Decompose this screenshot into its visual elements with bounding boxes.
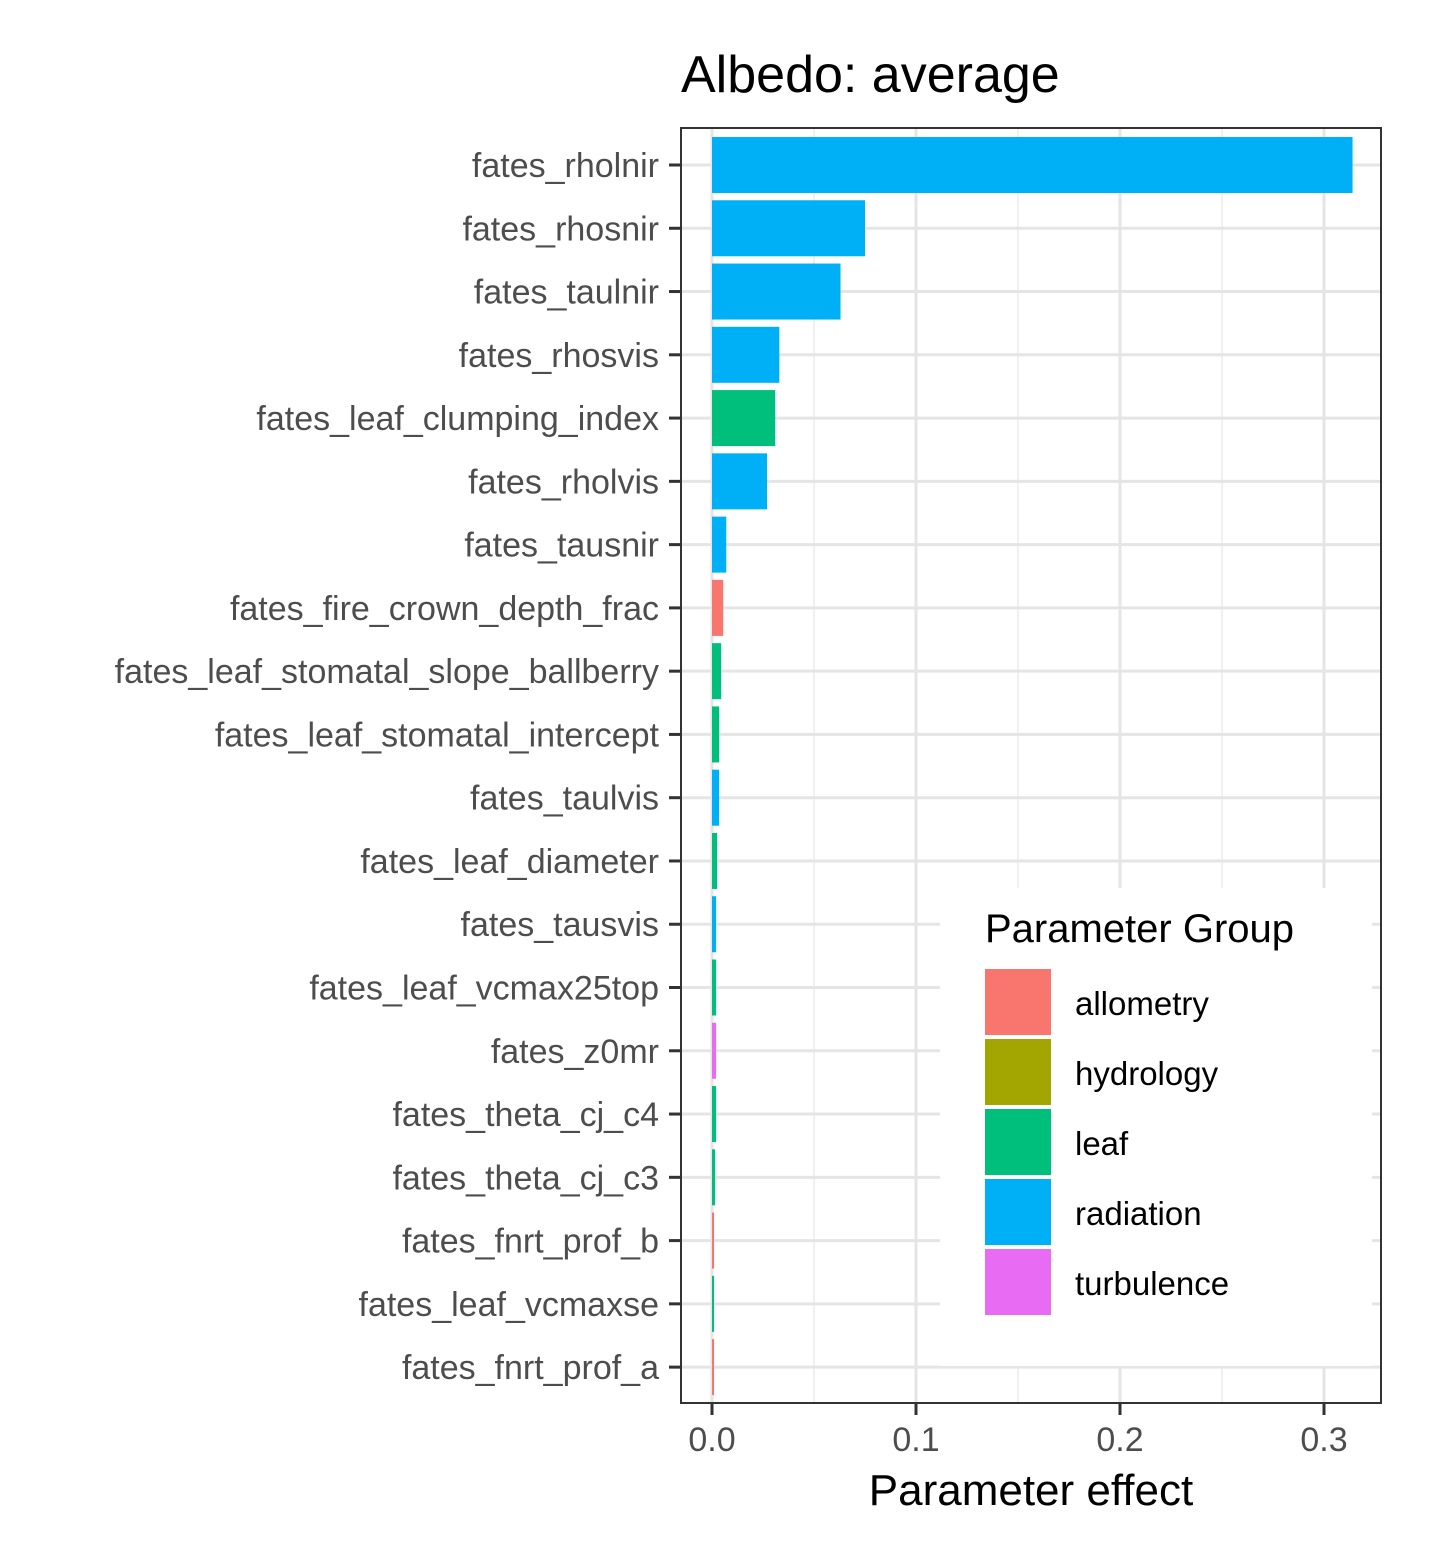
chart-title: Albedo: average <box>681 46 1060 104</box>
bar-fates_theta_cj_c3 <box>712 1149 716 1206</box>
y-tick-label: fates_tausnir <box>464 527 659 565</box>
x-tick-label: 0.1 <box>892 1421 939 1459</box>
y-tick-label: fates_fnrt_prof_b <box>402 1223 659 1261</box>
bar-fates_rholnir <box>712 137 1353 193</box>
y-tick-label: fates_rholnir <box>472 147 659 185</box>
legend-label-allometry: allometry <box>1075 985 1209 1022</box>
legend-swatch-hydrology <box>985 1039 1051 1105</box>
x-tick-label: 0.0 <box>688 1421 735 1459</box>
y-tick-label: fates_z0mr <box>491 1033 659 1071</box>
y-tick-label: fates_leaf_diameter <box>360 843 659 881</box>
bar-fates_rhosnir <box>712 200 865 257</box>
legend-swatch-radiation <box>985 1179 1051 1245</box>
bar-fates_fnrt_prof_b <box>712 1212 715 1269</box>
bar-fates_taulnir <box>712 263 841 320</box>
y-tick-label: fates_leaf_vcmax25top <box>309 970 659 1008</box>
y-tick-label: fates_theta_cj_c3 <box>392 1159 659 1197</box>
y-tick-label: fates_leaf_clumping_index <box>256 400 659 438</box>
plot-panel-border <box>680 127 1382 1404</box>
y-tick-label: fates_tausvis <box>461 906 659 944</box>
y-axis: fates_rholnir fates_rhosnir fates_taulnirf… <box>115 147 681 1387</box>
x-tick-label: 0.2 <box>1096 1421 1143 1459</box>
bars <box>712 137 1353 1396</box>
y-tick-label: fates_leaf_stomatal_intercept <box>215 716 660 754</box>
y-tick-label: fates_leaf_vcmaxse <box>359 1286 660 1324</box>
y-tick-label: fates_fire_crown_depth_frac <box>230 590 659 628</box>
legend-swatch-allometry <box>985 969 1051 1035</box>
bar-fates_tausvis <box>712 896 717 953</box>
bar-fates_fnrt_prof_a <box>712 1339 715 1396</box>
y-tick-label: fates_taulnir <box>474 274 659 312</box>
x-axis-title: Parameter effect <box>869 1466 1193 1515</box>
bar-fates_leaf_stomatal_slope_ballberry <box>712 643 722 700</box>
bar-fates_fire_crown_depth_frac <box>712 579 724 636</box>
legend-title: Parameter Group <box>985 907 1294 951</box>
bar-fates_leaf_diameter <box>712 832 718 889</box>
legend-label-leaf: leaf <box>1075 1125 1129 1162</box>
x-axis: 0.0 0.1 0.2 0.3 <box>688 1403 1348 1459</box>
legend-label-turbulence: turbulence <box>1075 1265 1229 1302</box>
y-tick-label: fates_leaf_stomatal_slope_ballberry <box>115 653 659 691</box>
y-tick-label: fates_rhosnir <box>462 210 659 248</box>
bar-fates_leaf_clumping_index <box>712 390 776 447</box>
x-tick-label: 0.3 <box>1300 1421 1347 1459</box>
bar-fates_leaf_vcmax25top <box>712 959 717 1016</box>
y-tick-label: fates_rhosvis <box>459 337 659 375</box>
y-tick-label: fates_fnrt_prof_a <box>402 1349 659 1387</box>
legend: Parameter Group allometry hydrology leaf ra… <box>940 888 1372 1366</box>
bar-fates_leaf_vcmaxse <box>712 1275 715 1332</box>
legend-swatch-turbulence <box>985 1249 1051 1315</box>
bar-fates_tausnir <box>712 516 727 573</box>
bar-fates_leaf_stomatal_intercept <box>712 706 720 763</box>
y-tick-label: fates_theta_cj_c4 <box>392 1096 659 1134</box>
bar-fates_z0mr <box>712 1022 717 1079</box>
bar-fates_theta_cj_c4 <box>712 1086 717 1143</box>
y-tick-label: fates_rholvis <box>468 463 659 501</box>
legend-label-hydrology: hydrology <box>1075 1055 1219 1092</box>
legend-swatch-leaf <box>985 1109 1051 1175</box>
bar-fates_rholvis <box>712 453 768 510</box>
bar-fates_rhosvis <box>712 326 780 383</box>
legend-label-radiation: radiation <box>1075 1195 1202 1232</box>
y-tick-label: fates_taulvis <box>470 780 659 818</box>
bar-fates_taulvis <box>712 769 720 826</box>
